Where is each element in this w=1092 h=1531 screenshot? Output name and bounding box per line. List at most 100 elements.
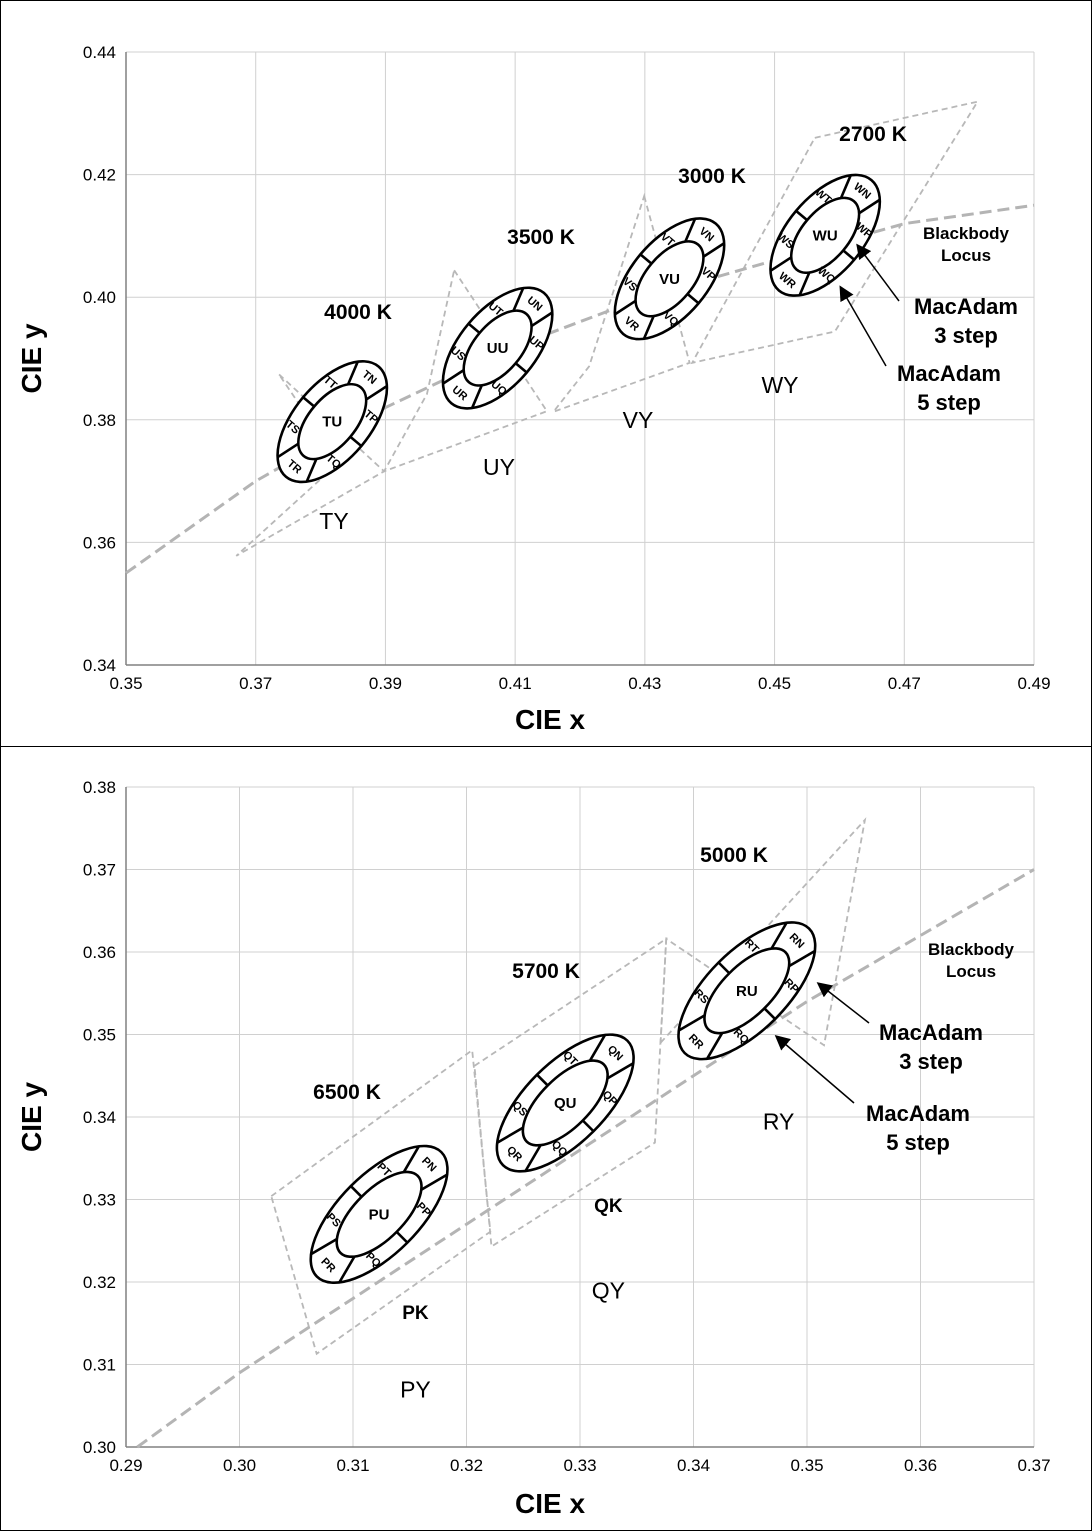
macadam-3-step-label: MacAdam 3 step — [879, 1020, 983, 1074]
blackbody-label-line: Blackbody — [923, 224, 1010, 243]
bin-divider — [839, 174, 852, 199]
x-tick-label: 0.29 — [109, 1456, 142, 1475]
x-tick-label: 0.39 — [369, 674, 402, 693]
bin-label-uu: UU — [487, 340, 509, 357]
x-tick-label: 0.33 — [563, 1456, 596, 1475]
ellipse-background — [442, 287, 553, 409]
y-tick-label: 0.35 — [83, 1026, 116, 1045]
cct-label: 6500 K — [313, 1081, 381, 1104]
bin-divider — [442, 369, 465, 385]
x-tick-label: 0.36 — [904, 1456, 937, 1475]
blackbody-label-line: Locus — [941, 246, 991, 265]
bin-label-vu: VU — [659, 271, 680, 288]
blackbody-label-line: Blackbody — [928, 940, 1015, 959]
region-label-qk: QK — [594, 1196, 623, 1217]
region-label-py: PY — [400, 1377, 431, 1403]
cct-label: 4000 K — [324, 301, 392, 324]
y-tick-label: 0.34 — [83, 656, 116, 675]
x-axis-title: CIE x — [515, 704, 585, 735]
bin-divider — [798, 271, 811, 296]
bin-divider — [302, 396, 316, 408]
bin-label-tu: TU — [322, 414, 342, 431]
macadam-5-step-arrow — [774, 1035, 855, 1104]
cct-label: 5700 K — [512, 960, 580, 983]
y-tick-label: 0.33 — [83, 1191, 116, 1210]
macadam-5-label-line: MacAdam — [897, 361, 1001, 386]
macadam-5-label-line: 5 step — [886, 1130, 950, 1155]
bin-divider — [365, 384, 388, 401]
region-label-vy: VY — [623, 407, 654, 433]
bin-quadrangle-qy — [473, 937, 668, 1249]
x-tick-label: 0.37 — [1017, 1456, 1050, 1475]
bin-divider — [346, 361, 359, 385]
bin-divider — [581, 1119, 595, 1133]
cct-label: 2700 K — [839, 123, 907, 146]
y-tick-label: 0.34 — [83, 1108, 116, 1127]
x-tick-label: 0.37 — [239, 674, 272, 693]
bottom-chart-panel: 0.29 0.30 0.31 0.32 0.33 0.34 0.35 0.36 0.37 0.30… — [0, 746, 1092, 1531]
bin-divider — [349, 435, 363, 448]
macadam-5-step-ellipse — [677, 921, 817, 1061]
x-tick-label: 0.49 — [1017, 674, 1050, 693]
y-tick-label: 0.38 — [83, 411, 116, 430]
y-tick-label: 0.36 — [83, 943, 116, 962]
bin-divider — [470, 384, 484, 409]
macadam-5-step-ellipse — [495, 1033, 635, 1173]
bin-divider — [349, 1185, 363, 1198]
blackbody-locus-line — [136, 868, 1035, 1449]
bin-divider — [763, 1007, 777, 1020]
bin-quadrangle-ry — [659, 817, 867, 1047]
macadam-3-step-ellipse — [703, 947, 791, 1035]
bin-divider — [686, 292, 700, 305]
bin-divider — [402, 1145, 420, 1173]
bin-divider — [642, 315, 655, 340]
macadam-3-label-line: MacAdam — [879, 1020, 983, 1045]
y-tick-label: 0.42 — [83, 166, 116, 185]
bin-divider — [420, 1173, 448, 1191]
macadam-5-step-label: MacAdam 5 step — [866, 1101, 970, 1155]
x-tick-label: 0.35 — [109, 674, 142, 693]
ellipse-background — [277, 361, 387, 482]
region-label-uy: UY — [483, 454, 515, 480]
x-tick-label: 0.32 — [450, 1456, 483, 1475]
bin-divider — [770, 922, 788, 950]
x-tick-label: 0.31 — [336, 1456, 369, 1475]
x-tick-label: 0.30 — [223, 1456, 256, 1475]
region-label-pk: PK — [402, 1303, 429, 1324]
grid-lines — [125, 51, 1035, 666]
y-tick-label: 0.32 — [83, 1273, 116, 1292]
bin-divider — [639, 253, 653, 265]
bin-divider — [678, 1014, 706, 1032]
bin-divider — [769, 256, 792, 272]
macadam-5-step-arrow — [839, 285, 887, 367]
x-tick-label: 0.45 — [758, 674, 791, 693]
y-tick-label: 0.37 — [83, 861, 116, 880]
bin-divider — [795, 209, 808, 222]
blackbody-locus-label: Blackbody Locus — [928, 940, 1015, 981]
cct-label: 3000 K — [678, 165, 746, 188]
ellipse-background — [496, 1034, 634, 1172]
bin-divider — [842, 249, 856, 261]
cct-label: 5000 K — [700, 844, 768, 867]
region-label-ry: RY — [763, 1108, 795, 1134]
region-label-ty: TY — [319, 508, 348, 534]
bin-divider — [530, 311, 553, 328]
blackbody-locus-line — [125, 203, 1035, 575]
macadam-5-label-line: 5 step — [917, 390, 981, 415]
bin-divider — [338, 1255, 356, 1284]
blackbody-label-line: Locus — [946, 962, 996, 981]
bin-divider — [467, 322, 481, 334]
bin-divider — [684, 218, 697, 243]
ellipse-background — [310, 1145, 448, 1283]
bin-divider — [588, 1034, 607, 1062]
y-tick-label: 0.31 — [83, 1356, 116, 1375]
bin-divider — [514, 362, 528, 374]
bottom-chart: 0.29 0.30 0.31 0.32 0.33 0.34 0.35 0.36 0.370.30… — [16, 778, 1051, 1519]
top-chart-panel: 0.35 0.37 0.39 0.41 0.43 0.45 0.47 0.49 0.34 0.36… — [0, 0, 1092, 747]
